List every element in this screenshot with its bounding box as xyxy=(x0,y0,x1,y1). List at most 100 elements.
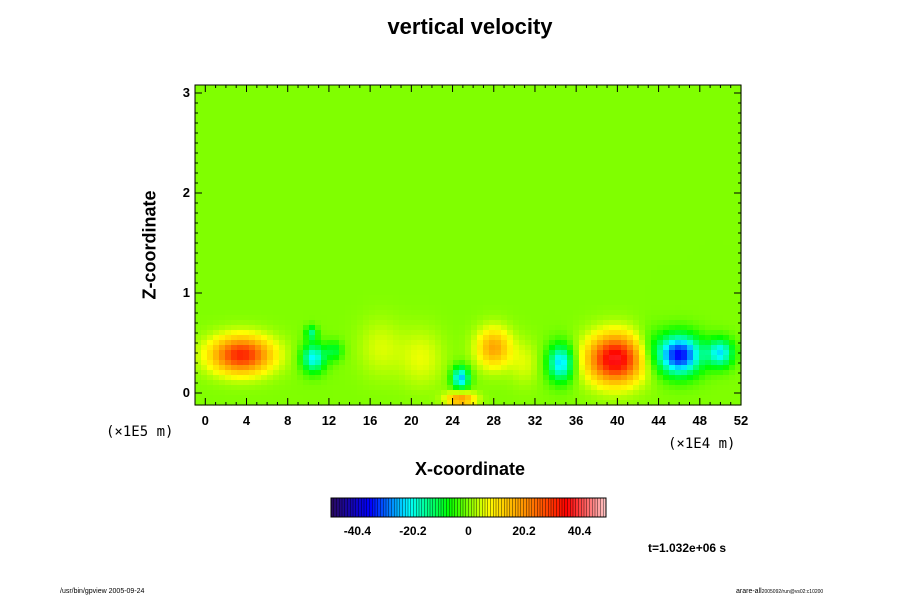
heat-cell xyxy=(459,115,466,121)
heat-cell xyxy=(405,320,412,326)
heat-cell xyxy=(333,115,340,121)
heat-cell xyxy=(615,240,622,246)
heat-cell xyxy=(423,105,430,111)
heat-cell xyxy=(627,165,634,171)
heat-cell xyxy=(705,120,712,126)
heat-cell xyxy=(447,90,454,96)
heat-cell xyxy=(663,215,670,221)
heat-cell xyxy=(531,95,538,101)
heat-cell xyxy=(291,225,298,231)
heat-cell xyxy=(663,315,670,321)
heat-cell xyxy=(729,280,736,286)
heat-cell xyxy=(585,150,592,156)
heat-cell xyxy=(549,160,556,166)
heat-cell xyxy=(249,300,256,306)
heat-cell xyxy=(489,205,496,211)
heat-cell xyxy=(537,260,544,266)
heat-cell xyxy=(231,255,238,261)
heat-cell xyxy=(477,265,484,271)
heat-cell xyxy=(681,250,688,256)
heat-cell xyxy=(315,95,322,101)
heat-cell xyxy=(705,110,712,116)
heat-cell xyxy=(573,255,580,261)
heat-cell xyxy=(465,355,472,361)
heat-cell xyxy=(519,320,526,326)
heat-cell xyxy=(657,170,664,176)
heat-cell xyxy=(699,195,706,201)
heat-cell xyxy=(543,130,550,136)
heat-cell xyxy=(261,300,268,306)
heat-cell xyxy=(687,355,694,361)
heat-cell xyxy=(705,155,712,161)
heat-cell xyxy=(369,315,376,321)
heat-cell xyxy=(585,340,592,346)
heat-cell xyxy=(687,250,694,256)
heat-cell xyxy=(441,85,448,91)
heat-cell xyxy=(213,95,220,101)
heat-cell xyxy=(441,90,448,96)
heat-cell xyxy=(579,155,586,161)
heat-cell xyxy=(321,310,328,316)
heat-cell xyxy=(195,115,202,121)
heat-cell xyxy=(285,115,292,121)
heat-cell xyxy=(621,200,628,206)
heat-cell xyxy=(225,185,232,191)
heat-cell xyxy=(579,325,586,331)
heat-cell xyxy=(603,285,610,291)
heat-cell xyxy=(645,335,652,341)
heat-cell xyxy=(435,155,442,161)
heat-cell xyxy=(327,115,334,121)
heat-cell xyxy=(705,275,712,281)
heat-cell xyxy=(345,105,352,111)
heat-cell xyxy=(255,160,262,166)
heat-cell xyxy=(267,120,274,126)
heat-cell xyxy=(291,120,298,126)
heat-cell xyxy=(375,295,382,301)
heat-cell xyxy=(447,200,454,206)
heat-cell xyxy=(633,210,640,216)
heat-cell xyxy=(321,90,328,96)
heat-cell xyxy=(507,180,514,186)
heat-cell xyxy=(459,190,466,196)
heat-cell xyxy=(261,100,268,106)
heat-cell xyxy=(213,340,220,346)
heat-cell xyxy=(555,250,562,256)
heat-cell xyxy=(597,340,604,346)
heat-cell xyxy=(561,260,568,266)
heat-cell xyxy=(621,215,628,221)
heat-cell xyxy=(231,315,238,321)
heat-cell xyxy=(513,225,520,231)
heat-cell xyxy=(369,170,376,176)
heat-cell xyxy=(555,295,562,301)
heat-cell xyxy=(435,165,442,171)
heat-cell xyxy=(609,250,616,256)
heat-cell xyxy=(327,335,334,341)
heat-cell xyxy=(297,265,304,271)
heat-cell xyxy=(651,110,658,116)
heat-cell xyxy=(645,180,652,186)
heat-cell xyxy=(255,325,262,331)
heat-cell xyxy=(621,115,628,121)
heat-cell xyxy=(297,125,304,131)
heat-cell xyxy=(681,155,688,161)
heat-cell xyxy=(261,160,268,166)
heat-cell xyxy=(687,120,694,126)
heat-cell xyxy=(549,285,556,291)
heat-cell xyxy=(513,350,520,356)
heat-cell xyxy=(261,125,268,131)
heat-cell xyxy=(375,185,382,191)
heat-cell xyxy=(447,235,454,241)
heat-cell xyxy=(675,165,682,171)
heat-cell xyxy=(279,185,286,191)
heat-cell xyxy=(399,85,406,91)
heat-cell xyxy=(351,155,358,161)
heat-cell xyxy=(645,90,652,96)
heat-cell xyxy=(663,335,670,341)
heat-cell xyxy=(675,325,682,331)
heat-cell xyxy=(639,100,646,106)
heat-cell xyxy=(237,90,244,96)
heat-cell xyxy=(363,315,370,321)
heat-cell xyxy=(447,155,454,161)
heat-cell xyxy=(279,265,286,271)
heat-cell xyxy=(369,345,376,351)
